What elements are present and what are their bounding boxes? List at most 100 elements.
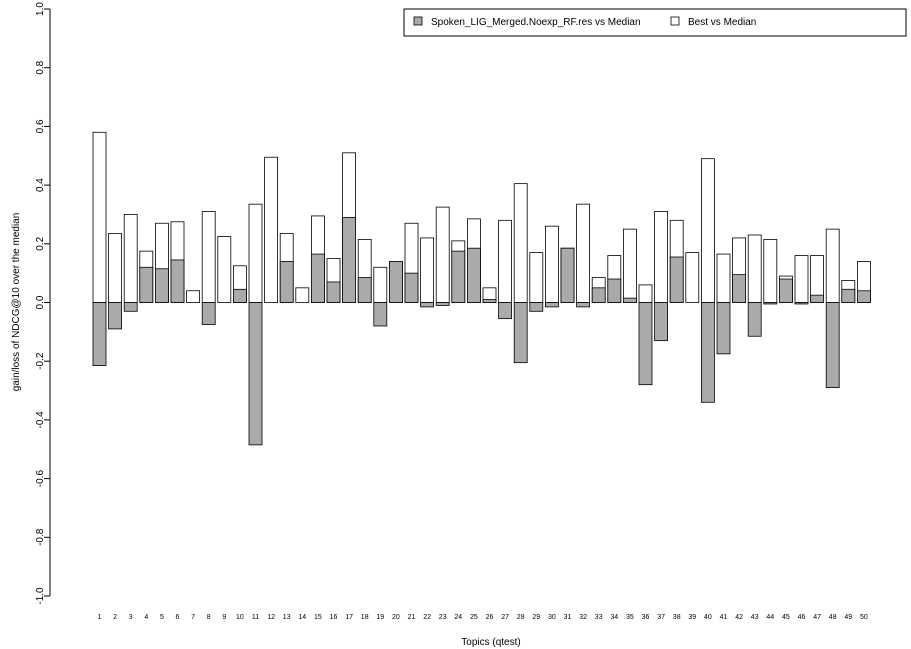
- bar-best-41: [716, 253, 731, 303]
- bar-spoken-25: [466, 247, 481, 303]
- bar-spoken-33: [591, 287, 606, 303]
- bar-best-36: [638, 284, 653, 303]
- y-tick-label: -0.8: [35, 528, 46, 546]
- x-tick-label: 42: [735, 614, 743, 621]
- x-tick-label: 28: [517, 614, 525, 621]
- bar-spoken-46: [794, 302, 809, 305]
- bar-best-3: [123, 214, 138, 303]
- y-tick-label: 1.0: [35, 2, 46, 16]
- bar-spoken-29: [529, 302, 544, 312]
- bar-spoken-23: [435, 302, 450, 306]
- x-tick-label: 38: [673, 614, 681, 621]
- bar-best-22: [420, 237, 435, 303]
- bar-spoken-1: [92, 302, 107, 367]
- legend-swatch-best: [670, 16, 680, 26]
- bar-spoken-8: [201, 302, 216, 325]
- bar-spoken-44: [763, 302, 778, 305]
- y-tick-label: -0.6: [35, 470, 46, 488]
- bar-best-1: [92, 131, 107, 303]
- x-tick-label: 46: [798, 614, 806, 621]
- x-tick-label: 9: [222, 614, 226, 621]
- legend: Spoken_LIG_Merged.Noexp_RF.res vs Median…: [403, 8, 907, 37]
- bar-spoken-50: [857, 290, 871, 303]
- x-tick-label: 19: [376, 614, 384, 621]
- bar-spoken-49: [841, 288, 856, 303]
- x-tick-label: 23: [439, 614, 447, 621]
- x-tick-label: 12: [267, 614, 275, 621]
- bar-spoken-35: [623, 297, 637, 303]
- bar-spoken-38: [669, 256, 684, 303]
- bar-best-19: [373, 266, 388, 303]
- y-tick-label: 0.0: [35, 295, 46, 309]
- bar-spoken-36: [638, 302, 653, 386]
- bar-spoken-45: [779, 278, 793, 303]
- x-tick-label: 17: [345, 614, 353, 621]
- x-tick-labels: 1 2 3 4 5 6 7 8 9 10 11 12 13 14 15 16 17 18 19 20 21 22 23 24 2…: [98, 614, 868, 621]
- bar-spoken-3: [123, 302, 138, 312]
- x-tick-label: 1: [98, 614, 102, 621]
- x-tick-label: 41: [720, 614, 728, 621]
- x-tick-label: 31: [564, 614, 572, 621]
- y-tick-label: 0.2: [35, 236, 46, 250]
- bar-best-2: [108, 233, 122, 303]
- bar-spoken-15: [310, 253, 325, 303]
- y-tick-label: -0.4: [35, 411, 46, 429]
- bar-spoken-16: [326, 281, 341, 303]
- x-tick-label: 25: [470, 614, 478, 621]
- bar-best-29: [529, 252, 544, 303]
- x-tick-label: 2: [113, 614, 117, 621]
- x-tick-label: 40: [704, 614, 712, 621]
- x-tick-label: 21: [408, 614, 416, 621]
- bar-best-12: [264, 156, 279, 303]
- x-tick-label: 13: [283, 614, 291, 621]
- y-tick-label: -0.2: [35, 352, 46, 370]
- x-tick-label: 44: [766, 614, 774, 621]
- x-tick-label: 22: [423, 614, 431, 621]
- bar-best-44: [763, 238, 778, 303]
- legend-label-best: Best vs Median: [688, 17, 756, 28]
- bar-best-48: [825, 228, 840, 303]
- bar-spoken-22: [420, 302, 435, 308]
- bar-spoken-10: [232, 288, 247, 303]
- x-tick-label: 10: [236, 614, 244, 621]
- y-tick-label: 0.8: [35, 60, 46, 74]
- bar-spoken-21: [404, 272, 419, 303]
- bar-best-30: [545, 225, 559, 303]
- bar-best-32: [576, 203, 590, 303]
- x-tick-label: 6: [176, 614, 180, 621]
- x-tick-label: 50: [860, 614, 868, 621]
- bar-spoken-18: [357, 277, 372, 303]
- x-tick-label: 18: [361, 614, 369, 621]
- x-tick-label: 26: [486, 614, 494, 621]
- bar-best-27: [498, 219, 513, 303]
- x-tick-label: 20: [392, 614, 400, 621]
- y-tick-label: 0.4: [35, 178, 46, 192]
- bar-best-43: [747, 234, 762, 303]
- bar-spoken-43: [747, 302, 762, 337]
- bar-spoken-5: [154, 268, 169, 303]
- bars-group: [92, 131, 871, 446]
- x-tick-label: 4: [144, 614, 148, 621]
- y-axis: -1.0 -0.8 -0.6 -0.4 -0.2 0.0 0.2 0.4 0.6 0.8 1.0: [35, 2, 51, 605]
- bar-spoken-11: [248, 302, 263, 446]
- x-tick-label: 34: [610, 614, 618, 621]
- legend-box: [403, 8, 907, 37]
- x-tick-label: 47: [813, 614, 821, 621]
- bar-spoken-47: [810, 294, 824, 303]
- bar-best-40: [701, 158, 715, 303]
- x-tick-label: 16: [330, 614, 338, 621]
- bar-best-14: [295, 287, 310, 303]
- bar-best-11: [248, 203, 263, 303]
- x-tick-label: 3: [129, 614, 133, 621]
- x-tick-label: 36: [642, 614, 650, 621]
- bar-best-28: [513, 183, 528, 303]
- bar-best-37: [654, 211, 668, 303]
- x-tick-label: 29: [532, 614, 540, 621]
- bar-best-23: [435, 206, 450, 303]
- bar-spoken-6: [170, 259, 185, 303]
- bar-spoken-32: [576, 302, 590, 308]
- bar-best-35: [623, 228, 637, 303]
- x-tick-label: 14: [298, 614, 306, 621]
- bar-spoken-20: [388, 261, 403, 303]
- bar-spoken-48: [825, 302, 840, 389]
